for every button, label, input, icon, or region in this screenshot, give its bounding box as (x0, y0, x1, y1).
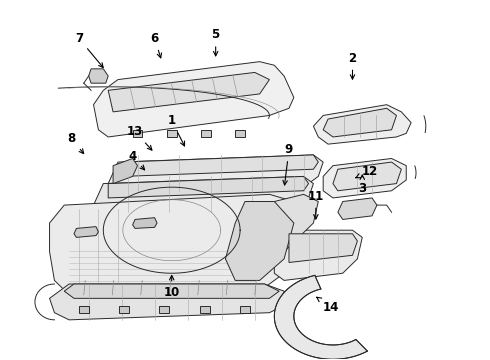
Polygon shape (94, 62, 294, 137)
Text: 1: 1 (168, 114, 185, 146)
Polygon shape (133, 130, 143, 137)
Polygon shape (49, 194, 309, 295)
Polygon shape (119, 306, 129, 313)
Polygon shape (274, 230, 362, 280)
Text: 5: 5 (212, 28, 220, 56)
Text: 11: 11 (308, 190, 324, 219)
Polygon shape (200, 306, 210, 313)
Polygon shape (159, 306, 169, 313)
Polygon shape (289, 234, 357, 262)
Polygon shape (89, 69, 108, 83)
Text: 10: 10 (164, 275, 180, 300)
Polygon shape (94, 176, 314, 212)
Text: 7: 7 (75, 32, 103, 68)
Polygon shape (108, 155, 323, 191)
Polygon shape (235, 130, 245, 137)
Polygon shape (225, 202, 294, 280)
Polygon shape (64, 284, 279, 298)
Polygon shape (113, 158, 138, 184)
Polygon shape (108, 72, 270, 112)
Polygon shape (274, 275, 368, 359)
Polygon shape (314, 105, 411, 144)
Polygon shape (240, 306, 250, 313)
Polygon shape (133, 218, 157, 228)
Polygon shape (167, 130, 176, 137)
Polygon shape (201, 130, 211, 137)
Text: 4: 4 (128, 150, 145, 170)
Text: 8: 8 (68, 132, 84, 154)
Text: 14: 14 (317, 297, 339, 314)
Polygon shape (260, 194, 318, 252)
Text: 3: 3 (358, 175, 367, 195)
Polygon shape (49, 284, 284, 320)
Text: 13: 13 (127, 125, 152, 150)
Text: 12: 12 (356, 165, 378, 178)
Text: 9: 9 (283, 143, 293, 185)
Polygon shape (123, 155, 318, 176)
Polygon shape (333, 162, 401, 191)
Polygon shape (323, 108, 396, 137)
Text: 6: 6 (150, 32, 162, 58)
Polygon shape (79, 306, 89, 313)
Polygon shape (74, 226, 98, 237)
Polygon shape (338, 198, 377, 220)
Text: 2: 2 (348, 51, 357, 79)
Polygon shape (108, 176, 309, 198)
Polygon shape (323, 158, 406, 198)
